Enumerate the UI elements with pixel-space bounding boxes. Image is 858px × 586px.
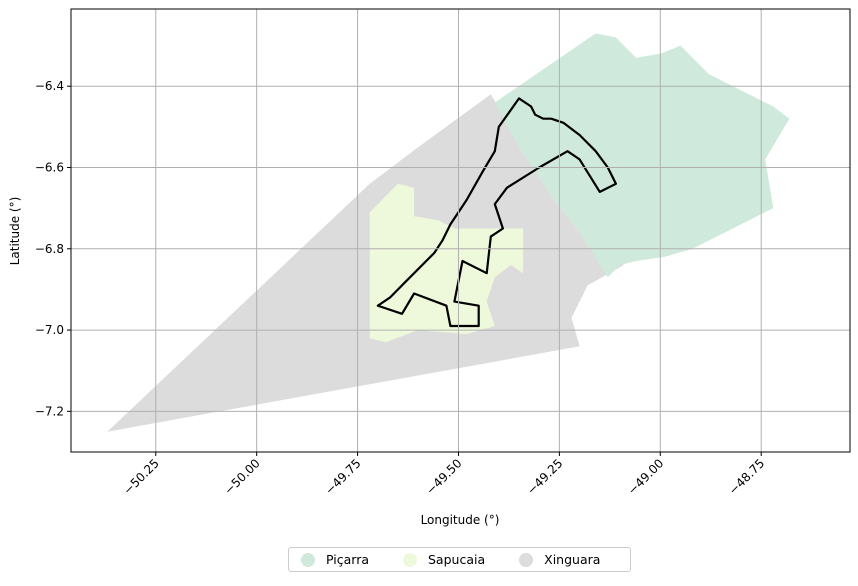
legend-item-xinguara: Xinguara (519, 552, 600, 567)
legend-swatch (403, 552, 417, 567)
plot-frame (70, 8, 851, 453)
legend: Piçarra Sapucaia Xinguara (288, 547, 631, 572)
y-tick-label: −6.8 (35, 242, 64, 256)
y-axis: −6.4 −6.6 −6.8 −7.0 −7.2 (35, 79, 71, 418)
x-tick-label: −49.75 (322, 456, 363, 497)
x-tick-label: −49.00 (625, 456, 666, 497)
grid-layer (71, 9, 850, 452)
legend-label: Piçarra (326, 552, 369, 567)
x-tick-label: −50.00 (221, 456, 262, 497)
region-layer (107, 33, 790, 432)
region-xinguara (107, 94, 625, 432)
y-axis-label: Latitude (°) (8, 197, 22, 266)
y-tick-label: −6.6 (35, 161, 64, 175)
x-tick-label: −49.25 (524, 456, 565, 497)
legend-item-picarra: Piçarra (301, 552, 369, 567)
legend-label: Sapucaia (428, 552, 486, 567)
y-tick-label: −7.0 (35, 323, 64, 337)
legend-item-sapucaia: Sapucaia (403, 552, 485, 567)
study-area-outline (376, 97, 618, 328)
legend-label: Xinguara (544, 552, 601, 567)
y-tick-label: −6.4 (35, 79, 64, 93)
x-axis: −50.25 −50.00 −49.75 −49.50 −49.25 −49.00 −48.… (121, 452, 767, 498)
x-axis-label: Longitude (°) (421, 513, 500, 527)
y-tick-label: −7.2 (35, 404, 64, 418)
x-tick-label: −48.75 (726, 456, 767, 497)
legend-swatch (519, 552, 534, 567)
outline-layer (376, 97, 618, 328)
region-picarra (494, 33, 790, 278)
x-tick-label: −49.50 (423, 456, 464, 497)
legend-swatch (301, 552, 315, 567)
x-tick-label: −50.25 (121, 456, 162, 497)
